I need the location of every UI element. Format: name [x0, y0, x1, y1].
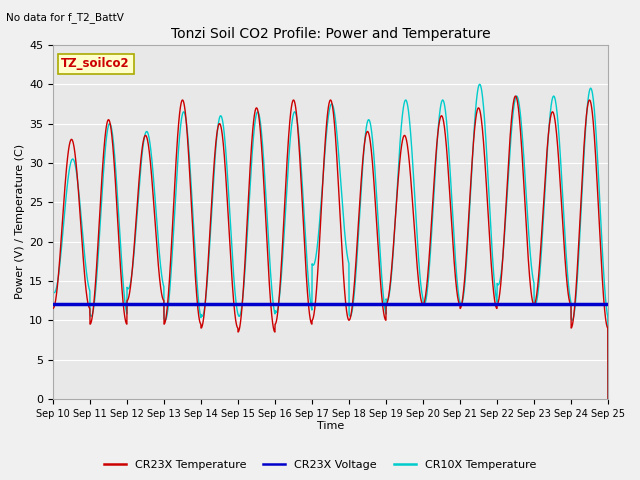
Y-axis label: Power (V) / Temperature (C): Power (V) / Temperature (C)	[15, 144, 25, 300]
CR23X Temperature	[511, 93, 519, 99]
CR10X Temperature	[49, 288, 57, 294]
CR10X Temperature	[113, 175, 120, 181]
X-axis label: Time: Time	[317, 421, 344, 432]
Legend: CR23X Temperature, CR23X Voltage, CR10X Temperature: CR23X Temperature, CR23X Voltage, CR10X …	[99, 456, 541, 474]
Line: CR23X Temperature: CR23X Temperature	[53, 96, 608, 399]
Text: No data for f_T2_BattV: No data for f_T2_BattV	[6, 12, 124, 23]
CR10X Temperature	[534, 294, 541, 300]
CR10X Temperature	[604, 396, 612, 402]
CR23X Temperature	[534, 285, 541, 291]
CR23X Temperature	[145, 148, 153, 154]
CR10X Temperature	[145, 136, 153, 142]
CR10X Temperature	[262, 192, 269, 198]
CR23X Temperature	[49, 306, 57, 312]
CR23X Temperature	[286, 118, 294, 123]
CR23X Temperature	[593, 183, 601, 189]
Line: CR10X Temperature: CR10X Temperature	[53, 84, 608, 399]
CR23X Temperature	[262, 218, 269, 224]
CR10X Temperature	[476, 82, 484, 87]
CR10X Temperature	[286, 141, 294, 146]
Text: TZ_soilco2: TZ_soilco2	[61, 57, 130, 71]
CR23X Temperature	[604, 396, 612, 402]
CR23X Temperature	[113, 194, 120, 200]
Title: Tonzi Soil CO2 Profile: Power and Temperature: Tonzi Soil CO2 Profile: Power and Temper…	[171, 27, 490, 41]
CR10X Temperature	[593, 151, 601, 156]
